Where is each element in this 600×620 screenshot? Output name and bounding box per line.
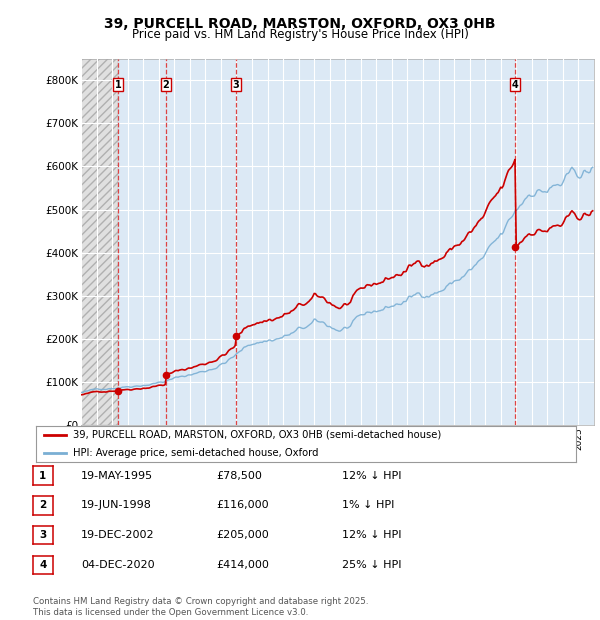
Text: 4: 4 [512,80,518,90]
Bar [81,59,118,425]
Text: 4: 4 [39,560,47,570]
Text: 25% ↓ HPI: 25% ↓ HPI [342,560,401,570]
Text: 39, PURCELL ROAD, MARSTON, OXFORD, OX3 0HB (semi-detached house): 39, PURCELL ROAD, MARSTON, OXFORD, OX3 0… [73,430,441,440]
Text: Contains HM Land Registry data © Crown copyright and database right 2025.
This d: Contains HM Land Registry data © Crown c… [33,598,368,617]
Text: 1% ↓ HPI: 1% ↓ HPI [342,500,394,510]
Text: HPI: Average price, semi-detached house, Oxford: HPI: Average price, semi-detached house,… [73,448,318,458]
Text: 1: 1 [115,80,121,90]
Text: 2: 2 [163,80,169,90]
Text: 2: 2 [39,500,47,510]
Text: £78,500: £78,500 [216,471,262,480]
Text: 12% ↓ HPI: 12% ↓ HPI [342,530,401,540]
Text: 39, PURCELL ROAD, MARSTON, OXFORD, OX3 0HB: 39, PURCELL ROAD, MARSTON, OXFORD, OX3 0… [104,17,496,32]
Text: 3: 3 [233,80,239,90]
Text: 1: 1 [39,471,47,480]
Text: 3: 3 [39,530,47,540]
Text: £414,000: £414,000 [216,560,269,570]
Text: 19-JUN-1998: 19-JUN-1998 [81,500,152,510]
Text: Price paid vs. HM Land Registry's House Price Index (HPI): Price paid vs. HM Land Registry's House … [131,28,469,41]
Text: £116,000: £116,000 [216,500,269,510]
Text: £205,000: £205,000 [216,530,269,540]
Text: 04-DEC-2020: 04-DEC-2020 [81,560,155,570]
Text: 19-DEC-2002: 19-DEC-2002 [81,530,155,540]
Text: 12% ↓ HPI: 12% ↓ HPI [342,471,401,480]
Text: 19-MAY-1995: 19-MAY-1995 [81,471,153,480]
